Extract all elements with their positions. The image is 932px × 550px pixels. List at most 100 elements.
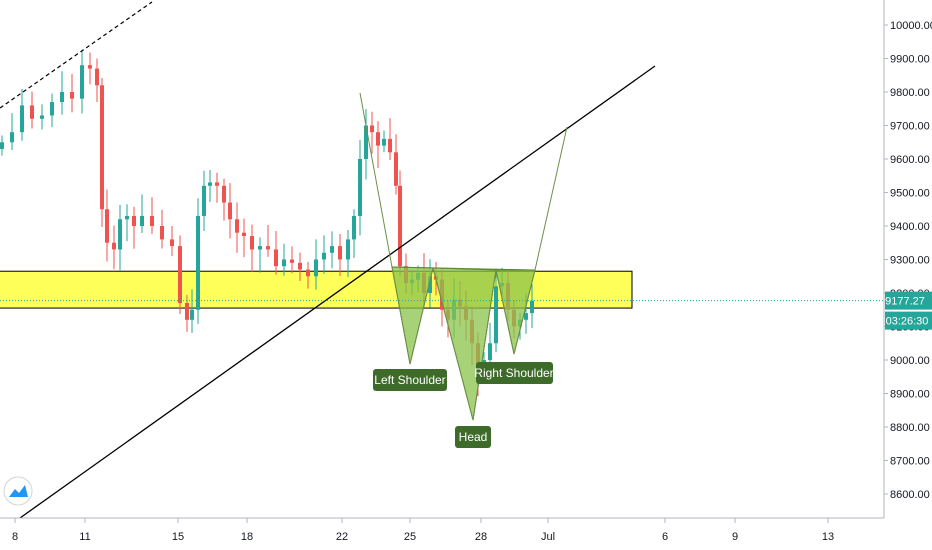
candle-body bbox=[60, 92, 64, 103]
candle-body bbox=[376, 132, 380, 146]
candle-body bbox=[30, 105, 34, 119]
price-axis-ticks: 10000.00 9900.00 9800.00 9700.00 9600.00 9500… bbox=[884, 20, 932, 501]
candle-body bbox=[50, 102, 54, 116]
candle-body bbox=[235, 219, 239, 233]
price-tick-label: 8600.00 bbox=[890, 489, 930, 501]
price-tick-label: 9500.00 bbox=[890, 188, 930, 200]
candle-body bbox=[290, 259, 294, 263]
candle-body bbox=[88, 65, 92, 69]
candle-body bbox=[140, 215, 144, 226]
candle-body bbox=[358, 159, 362, 216]
candle-body bbox=[196, 215, 200, 310]
candle-body bbox=[266, 246, 270, 250]
candle-body bbox=[338, 246, 342, 260]
price-tick-label: 8900.00 bbox=[890, 389, 930, 401]
price-tick-label: 9700.00 bbox=[890, 121, 930, 133]
head-shoulders-pattern[interactable] bbox=[359, 92, 568, 421]
candle-body bbox=[388, 138, 392, 153]
candle-body bbox=[125, 215, 129, 220]
right-shoulder-text: Right Shoulder bbox=[474, 366, 553, 380]
candle-body bbox=[382, 138, 386, 146]
time-tick-label: 18 bbox=[241, 531, 253, 543]
price-axis[interactable] bbox=[884, 0, 932, 550]
tradingview-logo-icon[interactable] bbox=[3, 476, 33, 506]
candle-body bbox=[95, 68, 99, 86]
candle-body bbox=[215, 182, 219, 186]
candle-body bbox=[352, 215, 356, 240]
time-tick-label: 11 bbox=[79, 531, 90, 543]
candle-body bbox=[105, 209, 109, 243]
price-tick-label: 8800.00 bbox=[890, 422, 930, 434]
candle-body bbox=[524, 313, 528, 320]
candle-body bbox=[70, 92, 74, 99]
candle-body bbox=[314, 259, 318, 277]
time-tick-label: 13 bbox=[822, 531, 834, 543]
candle-body bbox=[488, 343, 492, 360]
candle-body bbox=[370, 125, 374, 133]
candle-body bbox=[364, 125, 368, 159]
head-text: Head bbox=[459, 430, 488, 444]
candle-body bbox=[530, 300, 534, 314]
neckline bbox=[391, 266, 536, 271]
candle-body bbox=[170, 239, 174, 247]
candle-body bbox=[208, 182, 212, 186]
candle-body bbox=[394, 152, 398, 186]
time-axis[interactable] bbox=[0, 518, 884, 550]
candle-body bbox=[242, 232, 246, 237]
candle-body bbox=[228, 202, 232, 220]
candle-body bbox=[150, 215, 154, 226]
candle-body bbox=[202, 185, 206, 216]
candle-body bbox=[10, 132, 14, 143]
time-axis-ticks: 8 11 15 18 22 25 28 Jul 6 9 13 bbox=[12, 518, 834, 543]
candle-body bbox=[178, 246, 182, 304]
pattern-path bbox=[359, 92, 568, 421]
time-tick-label: 28 bbox=[475, 531, 487, 543]
price-tick-label: 9400.00 bbox=[890, 221, 930, 233]
price-tick-label: 9900.00 bbox=[890, 54, 930, 66]
plot-background bbox=[0, 0, 884, 518]
candle-body bbox=[20, 105, 24, 133]
dashed-trendline[interactable] bbox=[0, 1, 153, 109]
time-tick-label: Jul bbox=[541, 531, 555, 543]
candle-body bbox=[100, 85, 104, 210]
candle-body bbox=[112, 242, 116, 250]
candle-body bbox=[0, 142, 4, 149]
ascending-trendline[interactable] bbox=[19, 65, 656, 519]
time-tick-label: 15 bbox=[172, 531, 184, 543]
candle-body bbox=[160, 226, 164, 240]
candle-body bbox=[132, 215, 136, 226]
price-tick-label: 9000.00 bbox=[890, 355, 930, 367]
candle-body bbox=[222, 185, 226, 203]
left-shoulder-label: Left Shoulder bbox=[373, 369, 447, 391]
countdown-text: 03:26:30 bbox=[886, 316, 929, 328]
candle-body bbox=[282, 259, 286, 267]
price-tag: 9177.27 bbox=[885, 291, 932, 310]
candle-body bbox=[185, 303, 189, 320]
candle-body bbox=[322, 252, 326, 260]
price-tick-label: 9800.00 bbox=[890, 87, 930, 99]
candle-body bbox=[398, 185, 402, 267]
time-tick-label: 25 bbox=[404, 531, 416, 543]
right-shoulder-label: Right Shoulder bbox=[474, 362, 554, 384]
candle-body bbox=[274, 249, 278, 267]
price-tick-label: 10000.00 bbox=[890, 20, 932, 32]
candle-body bbox=[190, 309, 194, 320]
candle-body bbox=[298, 262, 302, 270]
candle-body bbox=[330, 246, 334, 253]
time-tick-label: 22 bbox=[336, 531, 348, 543]
price-tick-label: 8700.00 bbox=[890, 456, 930, 468]
head-label: Head bbox=[455, 426, 491, 448]
price-tag-text: 9177.27 bbox=[885, 296, 925, 308]
price-tick-label: 9300.00 bbox=[890, 255, 930, 267]
price-tick-label: 9600.00 bbox=[890, 154, 930, 166]
candle-body bbox=[80, 65, 84, 99]
candle-body bbox=[306, 269, 310, 277]
candle-body bbox=[118, 219, 122, 250]
candle-body bbox=[346, 239, 350, 260]
time-tick-label: 9 bbox=[732, 531, 738, 543]
time-tick-label: 8 bbox=[12, 531, 18, 543]
countdown-tag: 03:26:30 bbox=[885, 311, 932, 330]
candle-body bbox=[40, 115, 44, 119]
